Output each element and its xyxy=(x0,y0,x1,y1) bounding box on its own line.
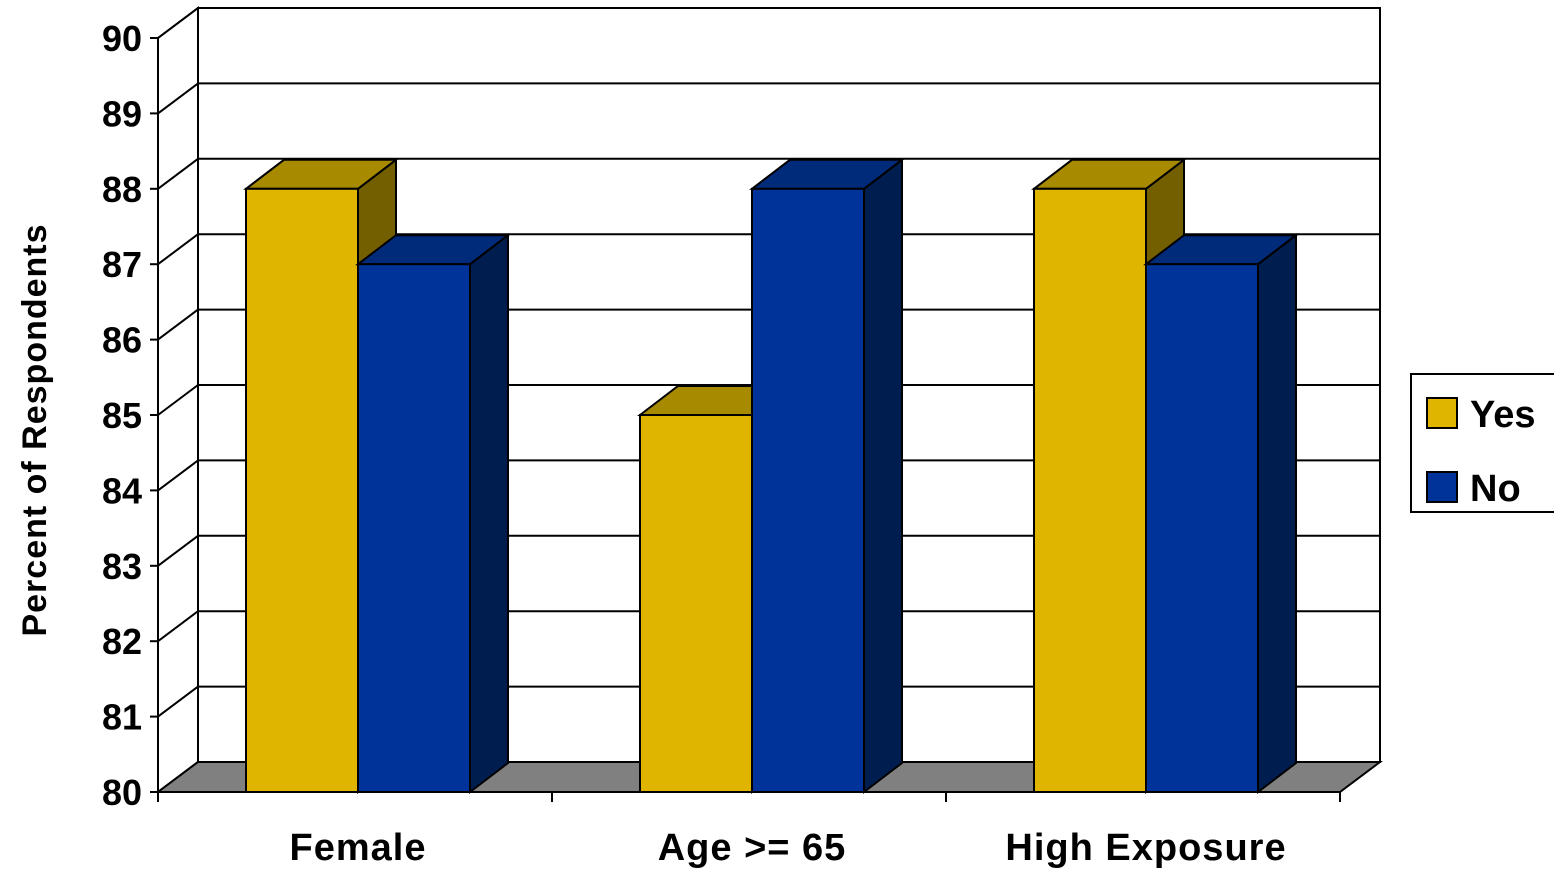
legend-swatch xyxy=(1426,471,1458,503)
gridline-side xyxy=(157,158,199,190)
legend-label: Yes xyxy=(1470,394,1536,436)
x-category-label: Age >= 65 xyxy=(658,827,847,869)
legend: Yes No xyxy=(1410,373,1554,513)
legend-label: No xyxy=(1470,468,1521,510)
y-tick-label: 82 xyxy=(102,621,142,662)
legend-item-yes: Yes xyxy=(1426,394,1536,436)
gridline-side xyxy=(157,459,199,492)
bars xyxy=(243,157,1299,795)
y-tick-label: 89 xyxy=(102,93,142,134)
gridline-side xyxy=(157,384,199,416)
y-tick-label: 90 xyxy=(102,18,142,59)
y-tick-label: 84 xyxy=(102,470,142,511)
gridline-side xyxy=(157,308,199,341)
gridline-side xyxy=(157,610,199,643)
bar-no-2 xyxy=(1143,233,1299,795)
gridline-side xyxy=(157,534,199,567)
y-tick-label: 80 xyxy=(102,772,142,813)
x-category-label: Female xyxy=(290,827,427,869)
x-category-label: High Exposure xyxy=(1005,827,1286,869)
y-tick-label: 86 xyxy=(102,320,142,361)
y-tick-label: 87 xyxy=(102,244,142,285)
legend-swatch xyxy=(1426,397,1458,429)
legend-item-no: No xyxy=(1426,468,1521,510)
bar-no-0 xyxy=(355,233,511,795)
gridline-side xyxy=(157,685,199,718)
y-tick-label: 85 xyxy=(102,395,142,436)
x-category-labels: Female Age >= 65 High Exposure xyxy=(290,827,1286,869)
gridline-side xyxy=(157,82,199,115)
y-axis-label: Percent of Respondents xyxy=(16,223,54,636)
y-tick-label: 81 xyxy=(102,697,142,738)
bar-no-1 xyxy=(749,157,905,795)
gridline-side xyxy=(157,233,199,266)
y-tick-labels: 80 81 82 83 84 85 86 87 88 89 90 xyxy=(102,18,142,813)
y-tick-label: 83 xyxy=(102,546,142,587)
axes xyxy=(150,37,1341,802)
y-tick-label: 88 xyxy=(102,169,142,210)
gridline-side xyxy=(157,7,199,39)
